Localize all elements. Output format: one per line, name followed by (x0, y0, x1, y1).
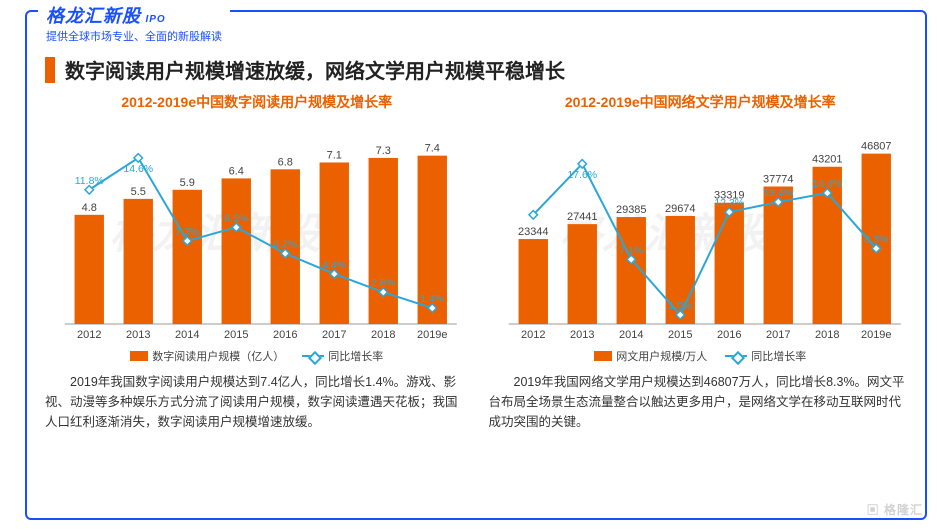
content-area: 数字阅读用户规模增速放缓，网络文学用户规模平稳增长 2012-2019e中国数字… (45, 45, 912, 510)
svg-text:2.8%: 2.8% (371, 277, 395, 289)
svg-text:2012: 2012 (521, 329, 545, 341)
svg-text:2015: 2015 (224, 329, 248, 341)
svg-text:12.3%: 12.3% (714, 197, 744, 209)
svg-text:27441: 27441 (566, 211, 597, 223)
chart-left-column: 2012-2019e中国数字阅读用户规模及增长率 4.8 2012 5.5 2013 5… (45, 92, 469, 510)
svg-text:2013: 2013 (570, 329, 594, 341)
svg-text:11.8%: 11.8% (75, 175, 104, 187)
svg-text:46807: 46807 (860, 141, 891, 153)
svg-text:37774: 37774 (762, 174, 793, 186)
svg-text:2014: 2014 (619, 329, 643, 341)
bar-swatch-icon (594, 351, 612, 361)
main-title: 数字阅读用户规模增速放缓，网络文学用户规模平稳增长 (65, 55, 565, 84)
brand-name: 格龙汇新股 (46, 6, 141, 26)
header: 格龙汇新股 IPO 提供全球市场专业、全面的新股解读 (38, 2, 230, 44)
svg-text:2016: 2016 (717, 329, 741, 341)
chart-right-legend: 网文用户规模/万人 同比增长率 (489, 348, 913, 364)
chart-left-legend: 数字阅读用户规模（亿人） 同比增长率 (45, 348, 469, 364)
legend-line-item: 同比增长率 (302, 348, 383, 364)
chart-right-column: 2012-2019e中国网络文学用户规模及增长率 23344 2012 27441 2… (489, 92, 913, 510)
legend-line-label: 同比增长率 (751, 348, 806, 364)
svg-text:7.1: 7.1 (327, 149, 342, 161)
svg-text:2019e: 2019e (417, 329, 448, 341)
svg-text:29385: 29385 (615, 204, 646, 216)
svg-text:2016: 2016 (273, 329, 297, 341)
footer-logo: ▣ 格隆汇 (867, 501, 923, 518)
brand-tagline: 提供全球市场专业、全面的新股解读 (46, 28, 222, 44)
svg-text:7.4: 7.4 (425, 143, 440, 155)
chart-left-desc: 2019年我国数字阅读用户规模达到7.4亿人，同比增长1.4%。游戏、影视、动漫… (45, 372, 469, 432)
legend-bar-label: 数字阅读用户规模（亿人） (152, 348, 284, 364)
svg-text:2015: 2015 (668, 329, 692, 341)
chart-right-svg: 2334420122744120132938520142967420153331… (489, 116, 913, 346)
svg-text:2012: 2012 (77, 329, 101, 341)
chart-right-title: 2012-2019e中国网络文学用户规模及增长率 (489, 92, 913, 112)
svg-text:6.2%: 6.2% (273, 238, 297, 250)
svg-text:4.4%: 4.4% (322, 259, 346, 271)
svg-text:1.0%: 1.0% (668, 300, 692, 312)
svg-text:43201: 43201 (811, 154, 842, 166)
bar-swatch-icon (130, 351, 148, 361)
brand-sub: IPO (145, 14, 165, 25)
legend-bar-label: 网文用户规模/万人 (616, 348, 707, 364)
svg-text:2013: 2013 (126, 329, 150, 341)
charts-row: 2012-2019e中国数字阅读用户规模及增长率 4.8 2012 5.5 2013 5… (45, 92, 912, 510)
legend-line-label: 同比增长率 (328, 348, 383, 364)
title-accent-bar (45, 57, 55, 83)
svg-text:4.8: 4.8 (82, 202, 97, 214)
chart-left-svg: 4.8 2012 5.5 2013 5.9 2014 6.4 2015 6.8 2016 7.1 20… (45, 116, 469, 346)
svg-text:23344: 23344 (517, 226, 548, 238)
svg-text:2014: 2014 (175, 329, 199, 341)
line-swatch-icon (302, 355, 324, 357)
svg-text:1.4%: 1.4% (420, 293, 444, 305)
legend-line-item: 同比增长率 (725, 348, 806, 364)
legend-bar-item: 网文用户规模/万人 (594, 348, 707, 364)
chart-left-title: 2012-2019e中国数字阅读用户规模及增长率 (45, 92, 469, 112)
svg-text:13.4%: 13.4% (763, 187, 793, 199)
svg-text:7.3%: 7.3% (175, 226, 199, 238)
svg-text:5.5: 5.5 (131, 186, 146, 198)
svg-text:14.4%: 14.4% (812, 178, 842, 190)
svg-text:17.6%: 17.6% (567, 169, 597, 181)
svg-text:29674: 29674 (664, 203, 695, 215)
legend-bar-item: 数字阅读用户规模（亿人） (130, 348, 284, 364)
svg-text:2017: 2017 (322, 329, 346, 341)
svg-text:2018: 2018 (815, 329, 839, 341)
svg-text:6.8: 6.8 (278, 156, 293, 168)
svg-text:2018: 2018 (371, 329, 395, 341)
svg-text:5.9: 5.9 (180, 177, 195, 189)
svg-text:7.3: 7.3 (376, 145, 391, 157)
chart-right-desc: 2019年我国网络文学用户规模达到46807万人，同比增长8.3%。网文平台布局… (489, 372, 913, 432)
svg-text:6.4: 6.4 (229, 165, 244, 177)
svg-text:2019e: 2019e (860, 329, 891, 341)
svg-text:8.3%: 8.3% (864, 233, 888, 245)
line-swatch-icon (725, 355, 747, 357)
svg-text:8.5%: 8.5% (224, 212, 248, 224)
title-row: 数字阅读用户规模增速放缓，网络文学用户规模平稳增长 (45, 55, 912, 84)
svg-text:7.1%: 7.1% (619, 244, 643, 256)
svg-text:2017: 2017 (766, 329, 790, 341)
svg-text:14.6%: 14.6% (123, 163, 153, 175)
